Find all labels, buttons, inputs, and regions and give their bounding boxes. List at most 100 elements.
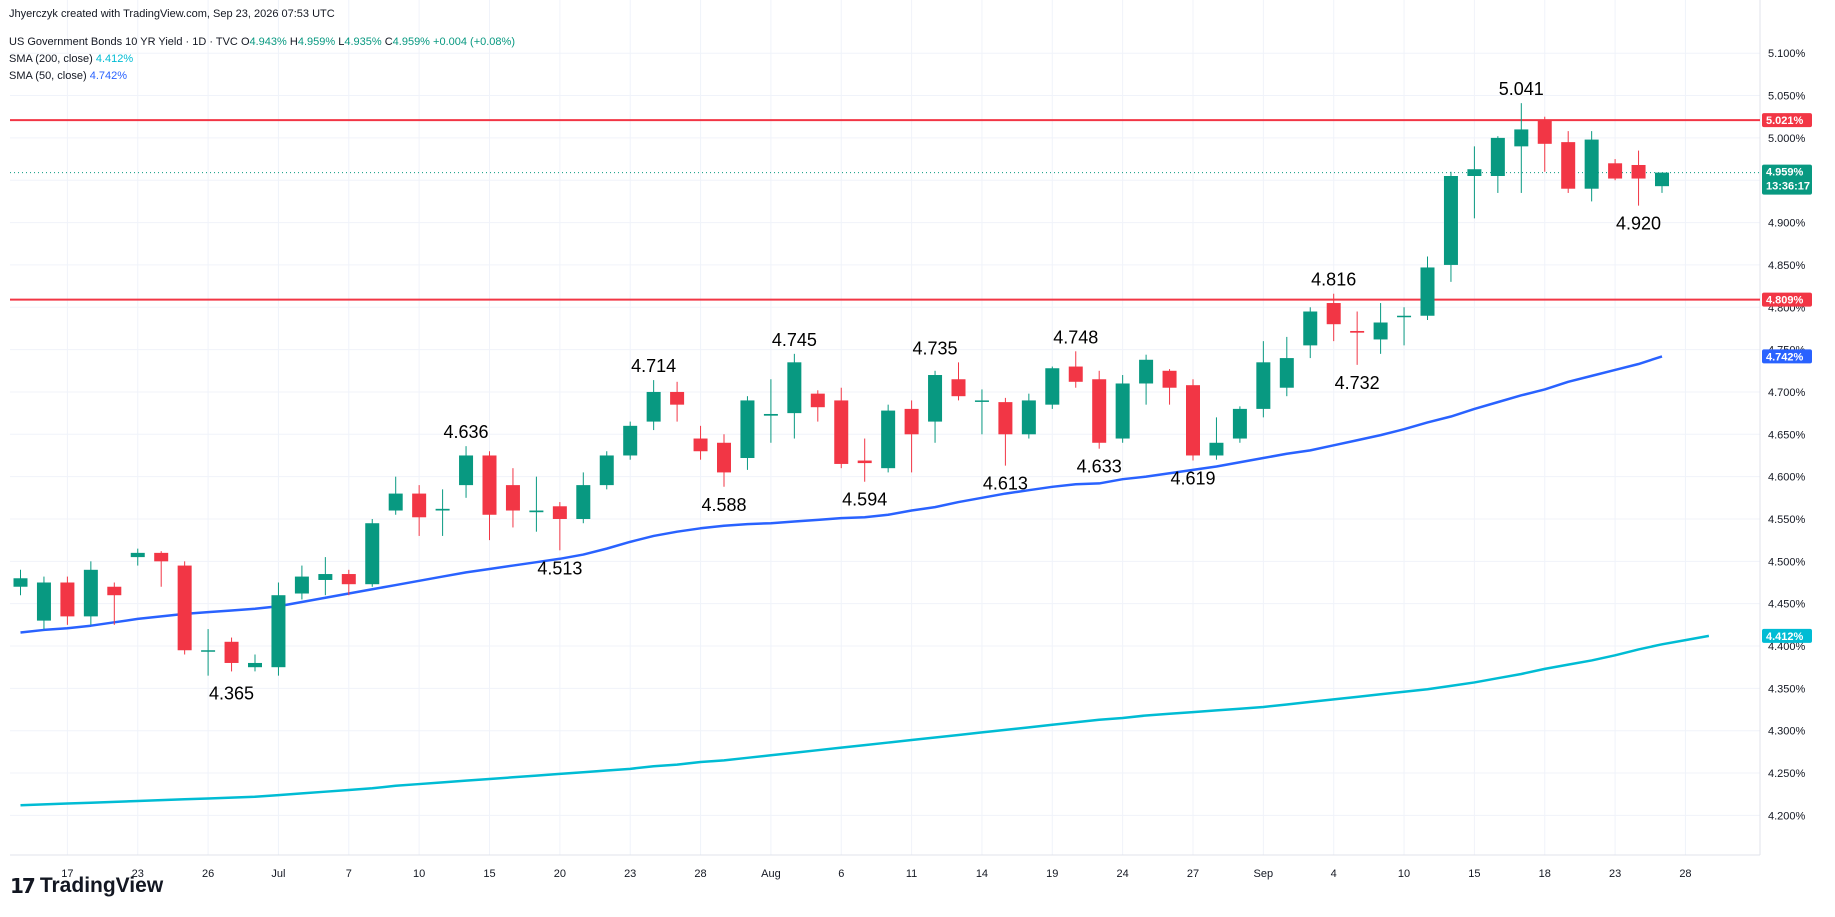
candle-up — [130, 552, 145, 558]
x-tick-label: Jul — [271, 868, 285, 880]
candle-up — [1303, 311, 1318, 346]
candle-up — [1490, 137, 1505, 176]
candle-up — [83, 569, 98, 617]
candle-down — [834, 400, 849, 464]
sma200-legend[interactable]: SMA (200, close) 4.412% — [9, 53, 133, 65]
candle-down — [1092, 379, 1107, 443]
candle-up — [1139, 359, 1154, 384]
price-annotation: 4.735 — [913, 338, 958, 358]
sma-price-tag-bg — [1762, 628, 1812, 643]
y-tick-label: 4.300% — [1768, 726, 1806, 738]
candle-up — [435, 508, 450, 511]
sma-price-tag-bg — [1762, 349, 1812, 364]
candle-up — [787, 362, 802, 414]
candle-up — [13, 578, 28, 587]
candle-up — [1373, 322, 1388, 340]
y-tick-label: 5.050% — [1768, 91, 1806, 103]
candle-down — [341, 574, 356, 585]
candle-up — [576, 485, 591, 519]
ohlc-low: L4.935% — [338, 36, 382, 48]
x-tick-label: 19 — [1046, 868, 1058, 880]
chart-grid — [10, 0, 1760, 855]
candle-up — [1045, 368, 1060, 405]
ohlc-high: H4.959% — [289, 36, 336, 48]
sma50-label: SMA (50, close) — [9, 70, 87, 82]
candle-up — [459, 455, 474, 486]
candle-down — [552, 506, 567, 519]
y-tick-label: 4.350% — [1768, 683, 1806, 695]
candle-up — [1397, 315, 1412, 318]
price-annotation: 4.636 — [444, 422, 489, 442]
symbol-title: US Government Bonds 10 YR Yield · 1D · T… — [9, 36, 238, 48]
horizontal-lines[interactable] — [10, 119, 1760, 301]
price-annotation: 4.513 — [537, 558, 582, 578]
candle-down — [1561, 142, 1576, 189]
sma-price-tag: 4.412% — [1766, 631, 1804, 643]
y-tick-label: 4.200% — [1768, 810, 1806, 822]
x-tick-label: 6 — [838, 868, 844, 880]
y-tick-label: 4.700% — [1768, 387, 1806, 399]
symbol-legend[interactable]: US Government Bonds 10 YR Yield · 1D · T… — [9, 36, 515, 48]
sma50-legend[interactable]: SMA (50, close) 4.742% — [9, 70, 127, 82]
ohlc-close: C4.959% — [384, 36, 430, 48]
candle-down — [107, 586, 122, 596]
candle-up — [623, 425, 638, 456]
level-price-tag-bg — [1762, 113, 1812, 128]
price-annotations: 5.041 4.920 4.816 4.732 4.748 4.745 4.735 4.714… — [209, 79, 1661, 703]
candlesticks — [13, 103, 1669, 676]
candle-up — [201, 650, 216, 652]
y-tick-label: 4.450% — [1768, 599, 1806, 611]
candle-up — [1021, 400, 1036, 435]
x-tick-label: Aug — [761, 868, 781, 880]
candle-down — [904, 408, 919, 435]
x-tick-label: 15 — [1468, 868, 1480, 880]
x-tick-label: 27 — [1187, 868, 1199, 880]
y-tick-label: 5.000% — [1768, 133, 1806, 145]
candle-up — [974, 400, 989, 402]
candle-down — [1326, 303, 1341, 325]
sma-line — [20, 355, 1663, 634]
tradingview-brand[interactable]: 17 TradingView — [10, 874, 163, 898]
price-annotation: 4.816 — [1311, 270, 1356, 290]
y-tick-label: 4.250% — [1768, 768, 1806, 780]
candle-up — [388, 493, 403, 511]
candle-down — [1350, 330, 1365, 333]
x-tick-label: 23 — [624, 868, 636, 880]
candle-up — [1232, 408, 1247, 439]
candle-down — [670, 391, 685, 405]
candle-up — [599, 455, 614, 486]
candle-down — [1068, 366, 1083, 382]
price-annotation: 4.588 — [701, 495, 746, 515]
candle-up — [1443, 175, 1458, 265]
candle-up — [1209, 442, 1224, 456]
candle-down — [224, 641, 239, 663]
candle-up — [1420, 267, 1435, 316]
candle-up — [928, 375, 943, 422]
candle-down — [60, 582, 75, 617]
candle-down — [810, 393, 825, 408]
candle-up — [763, 413, 778, 416]
price-annotation: 4.748 — [1053, 327, 1098, 347]
x-tick-label: 10 — [413, 868, 425, 880]
y-tick-label: 4.850% — [1768, 260, 1806, 272]
x-tick-label: Sep — [1254, 868, 1274, 880]
price-annotation: 4.365 — [209, 684, 254, 704]
current-price-tag: 4.959% — [1766, 167, 1804, 179]
candle-up — [1279, 358, 1294, 388]
x-tick-label: 26 — [202, 868, 214, 880]
x-tick-label: 7 — [346, 868, 352, 880]
x-tick-label: 17 — [61, 868, 73, 880]
price-annotation: 4.594 — [842, 490, 887, 510]
candle-down — [177, 565, 192, 651]
ohlc-open: O4.943% — [240, 36, 287, 48]
candle-up — [248, 662, 262, 668]
x-tick-label: 18 — [1539, 868, 1551, 880]
x-tick-label: 11 — [906, 868, 917, 880]
candle-up — [1467, 169, 1482, 176]
candle-up — [294, 576, 309, 594]
level-price-tag: 4.809% — [1766, 295, 1804, 307]
moving-averages — [20, 355, 1710, 807]
current-price-tag-bg — [1762, 164, 1812, 195]
y-tick-label: 4.550% — [1768, 514, 1806, 526]
